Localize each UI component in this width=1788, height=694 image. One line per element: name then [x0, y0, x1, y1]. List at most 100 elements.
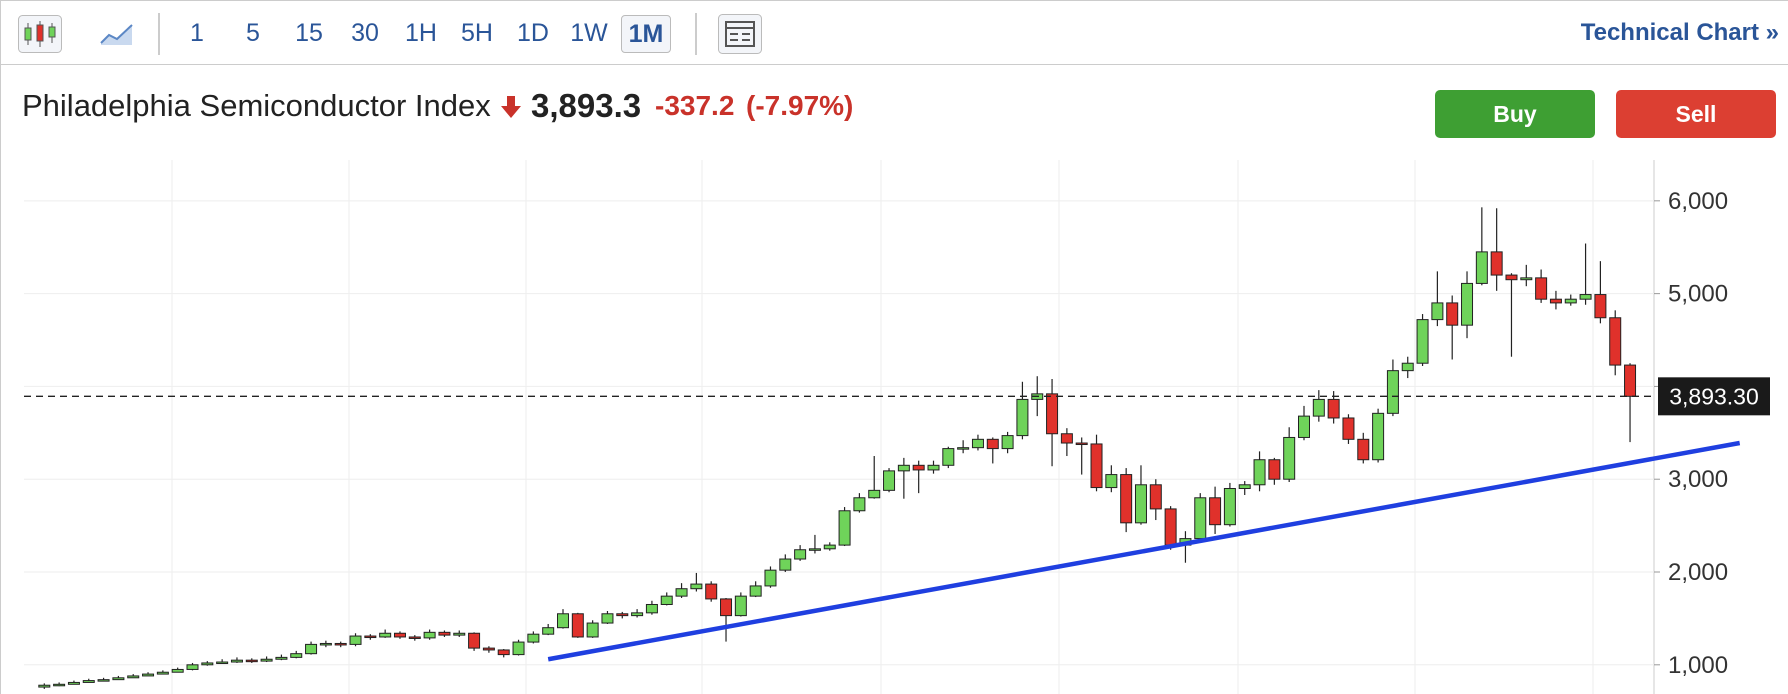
candle-body: [1446, 302, 1459, 326]
candle-body: [986, 438, 999, 450]
candle-body: [971, 438, 984, 449]
candle-body: [1090, 443, 1103, 489]
candle-body: [393, 632, 406, 638]
candle-body: [631, 612, 644, 617]
candle-body: [97, 679, 110, 682]
candle-body: [245, 659, 258, 663]
candle-body: [171, 668, 184, 673]
candle-body: [1209, 497, 1222, 526]
line-icon[interactable]: [99, 21, 135, 47]
candle-body: [823, 544, 836, 550]
candle-body: [1194, 497, 1207, 540]
candle-body: [482, 647, 495, 651]
candle-body: [1149, 484, 1162, 510]
technical-chart-link[interactable]: Technical Chart »: [1580, 19, 1779, 46]
candle-body: [364, 635, 377, 639]
separator: [158, 13, 160, 55]
candle-body: [1401, 362, 1414, 372]
candle-body: [1564, 298, 1577, 304]
candle-body: [1609, 317, 1622, 366]
interval-button[interactable]: 1W: [570, 19, 608, 47]
y-tick-label: 5,000: [1668, 281, 1728, 308]
candle-body: [142, 673, 155, 677]
candle-body: [127, 675, 140, 679]
candle-body: [779, 558, 792, 571]
candle-body: [1075, 442, 1088, 446]
candle-body: [349, 635, 362, 645]
candle-body: [67, 681, 80, 685]
candle-body: [720, 598, 733, 617]
change: -337.2: [655, 90, 735, 121]
candle-body: [616, 613, 629, 617]
candle-body: [497, 649, 510, 656]
candle-body: [1060, 433, 1073, 444]
candle-body: [838, 510, 851, 546]
candle-body: [645, 603, 658, 614]
candle-body: [230, 659, 243, 663]
candle-body: [1520, 277, 1533, 281]
separator: [695, 13, 697, 55]
candle-body: [1594, 294, 1607, 319]
candle-body: [571, 613, 584, 638]
candle-body: [1001, 435, 1014, 450]
interval-button[interactable]: 15: [295, 19, 323, 47]
candle-body: [1253, 459, 1266, 486]
candle-body: [1238, 484, 1251, 489]
interval-button[interactable]: 5H: [461, 19, 493, 47]
down-arrow: [501, 96, 521, 118]
candle-body: [883, 470, 896, 491]
interval-button[interactable]: 1D: [517, 19, 549, 47]
last-price-box: [1658, 377, 1770, 416]
candle-body: [868, 489, 881, 499]
candle-body: [794, 549, 807, 560]
candle-body: [764, 569, 777, 587]
candle-body: [1327, 398, 1340, 419]
candle-body: [1431, 302, 1444, 321]
candle-body: [527, 633, 540, 643]
interval-button[interactable]: 1M: [621, 15, 671, 53]
candle-body: [1416, 319, 1429, 364]
candle-body: [305, 643, 318, 655]
layout-icon[interactable]: [718, 14, 762, 54]
candle-body: [734, 595, 747, 617]
candle-body: [379, 632, 392, 638]
candle-body: [275, 656, 288, 660]
price: 3,893.3: [531, 87, 642, 124]
candle-body: [512, 641, 525, 656]
y-tick-label: 6,000: [1668, 188, 1728, 215]
interval-button[interactable]: 1H: [405, 19, 437, 47]
candle-body: [927, 464, 940, 471]
candle-body: [334, 642, 347, 646]
sell-button[interactable]: Sell: [1616, 90, 1776, 138]
interval-button[interactable]: 5: [246, 19, 260, 47]
candle-body: [1298, 415, 1310, 438]
candle-body: [808, 548, 821, 551]
change-percent: (-7.97%): [746, 90, 854, 121]
candle-body: [942, 448, 955, 466]
candle-body: [957, 447, 970, 450]
y-tick-label: 2,000: [1668, 559, 1728, 586]
candle-body: [1549, 298, 1562, 304]
candle-body: [1134, 484, 1147, 524]
candle-body: [1386, 370, 1399, 414]
buy-button[interactable]: Buy: [1435, 90, 1595, 138]
candle-icon[interactable]: [18, 15, 62, 53]
candle-body: [1016, 398, 1029, 437]
y-tick-label: 3,000: [1668, 466, 1728, 493]
candle-body: [468, 632, 481, 649]
candle-body: [186, 664, 199, 670]
candle-body: [1105, 474, 1118, 489]
candle-body: [112, 677, 125, 681]
candle-body: [749, 585, 762, 597]
candle-body: [1164, 508, 1177, 546]
candle-body: [1505, 274, 1518, 281]
y-tick-label: 1,000: [1668, 652, 1728, 679]
candle-body: [319, 642, 332, 646]
candle-body: [156, 671, 169, 675]
interval-button[interactable]: 1: [190, 19, 204, 47]
candle-body: [1461, 282, 1474, 326]
interval-button[interactable]: 30: [351, 19, 379, 47]
candle-body: [897, 464, 910, 472]
